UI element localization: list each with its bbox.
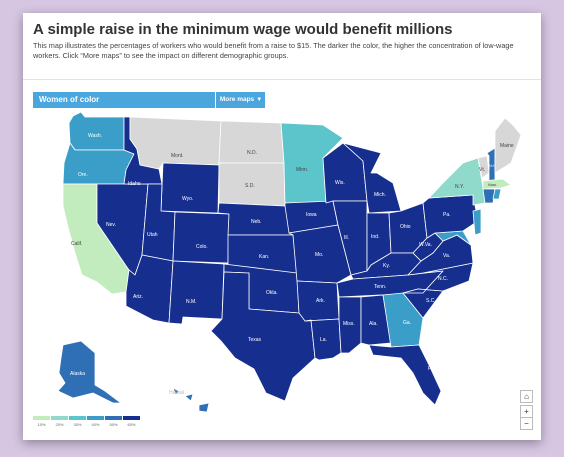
state-colo[interactable]: [172, 211, 230, 264]
legend-tick: 40%: [91, 422, 100, 427]
state-nm[interactable]: [168, 260, 225, 325]
label-miss: Miss.: [343, 321, 355, 327]
legend-tick: 20%: [55, 422, 64, 427]
label-alaska: Alaska: [70, 371, 85, 377]
state-ct[interactable]: [482, 188, 496, 204]
label-mo: Mo.: [315, 252, 323, 258]
selected-map-label: Women of color: [39, 95, 100, 104]
label-fla: Fla.: [428, 366, 436, 372]
label-tenn: Tenn.: [374, 284, 386, 290]
state-ala[interactable]: [360, 294, 392, 346]
page-subtitle: This map illustrates the percentages of …: [33, 41, 514, 60]
state-nc[interactable]: [402, 262, 474, 294]
label-nc: N.C.: [438, 276, 448, 282]
label-okla: Okla.: [266, 290, 278, 296]
label-mass: Mass.: [488, 183, 497, 187]
label-wis: Wis.: [335, 180, 345, 186]
label-iowa: Iowa: [306, 212, 317, 218]
label-kan: Kan.: [259, 254, 269, 260]
label-ill: Ill.: [344, 235, 349, 241]
label-ariz: Ariz.: [133, 294, 143, 300]
more-maps-label: More maps: [219, 96, 255, 103]
state-wyo[interactable]: [160, 162, 220, 214]
legend-tick: 30%: [73, 422, 82, 427]
label-nh: N.H.: [489, 164, 496, 168]
label-ind: Ind.: [371, 234, 379, 240]
label-nm: N.M.: [186, 299, 197, 305]
label-maine: Maine: [500, 143, 514, 149]
legend-tick: 60%: [127, 422, 136, 427]
legend-swatch-40: [87, 416, 104, 420]
label-ky: Ky.: [383, 263, 390, 269]
label-wva: W.Va.: [419, 242, 432, 248]
state-hawaii[interactable]: [172, 387, 210, 413]
state-nd[interactable]: [218, 120, 285, 164]
caret-down-icon: ▼: [256, 97, 263, 103]
label-ga: Ga.: [403, 320, 411, 326]
label-minn: Minn.: [296, 167, 308, 173]
label-ore: Ore.: [78, 172, 88, 178]
legend-swatch-10: [33, 416, 50, 420]
legend-swatch-20: [51, 416, 68, 420]
state-maine[interactable]: [494, 117, 522, 174]
label-nev: Nev.: [106, 222, 116, 228]
map-selector-bar: Women of color More maps ▼: [33, 92, 265, 108]
legend-swatch-60: [123, 416, 140, 420]
state-mont[interactable]: [129, 116, 222, 170]
label-wyo: Wyo.: [182, 196, 193, 202]
label-ny: N.Y.: [455, 184, 464, 190]
home-button[interactable]: ⌂: [520, 390, 533, 403]
legend-tick: 10%: [37, 422, 46, 427]
label-va: Va.: [443, 253, 450, 259]
state-wash[interactable]: [68, 111, 125, 151]
legend-swatch-50: [105, 416, 122, 420]
state-ri[interactable]: [492, 188, 502, 200]
label-ohio: Ohio: [400, 224, 411, 230]
home-icon: ⌂: [524, 392, 529, 401]
us-map: Wash. Ore. Calif. Nev. Idaho Mont. Wyo. …: [57, 111, 522, 413]
plus-icon: +: [524, 407, 529, 416]
label-la: La.: [320, 337, 327, 343]
label-neb: Neb.: [251, 219, 262, 225]
zoom-out-button[interactable]: −: [520, 417, 533, 430]
label-calif: Calif.: [71, 241, 82, 247]
legend-swatch-30: [69, 416, 86, 420]
state-nj[interactable]: [472, 208, 482, 236]
minus-icon: −: [524, 419, 529, 428]
label-idaho: Idaho: [128, 181, 141, 187]
state-mass[interactable]: [482, 178, 512, 190]
state-fla[interactable]: [368, 344, 442, 406]
label-mich: Mich.: [374, 192, 386, 198]
label-ala: Ala.: [369, 321, 378, 327]
divider: [23, 79, 541, 80]
legend-tick: 50%: [109, 422, 118, 427]
label-vt: Vt.: [479, 167, 485, 173]
label-texas: Texas: [248, 337, 262, 343]
label-sc: S.C.: [426, 298, 436, 304]
label-mont: Mont.: [171, 153, 184, 159]
state-ga[interactable]: [382, 292, 424, 348]
map-card: A simple raise in the minimum wage would…: [23, 13, 541, 440]
page-title: A simple raise in the minimum wage would…: [33, 21, 453, 38]
label-pa: Pa.: [443, 212, 451, 218]
label-colo: Colo.: [196, 244, 208, 250]
more-maps-button[interactable]: More maps ▼: [215, 92, 266, 108]
state-texas[interactable]: [210, 271, 316, 402]
label-hawaii: Hawaii: [169, 390, 184, 396]
label-ark: Ark.: [316, 298, 325, 304]
state-mich[interactable]: [342, 142, 402, 214]
label-utah: Utah: [147, 232, 158, 238]
label-nd: N.D.: [247, 150, 257, 156]
label-wash: Wash.: [88, 133, 102, 139]
label-sd: S.D.: [245, 183, 255, 189]
state-alaska[interactable]: [57, 340, 122, 404]
